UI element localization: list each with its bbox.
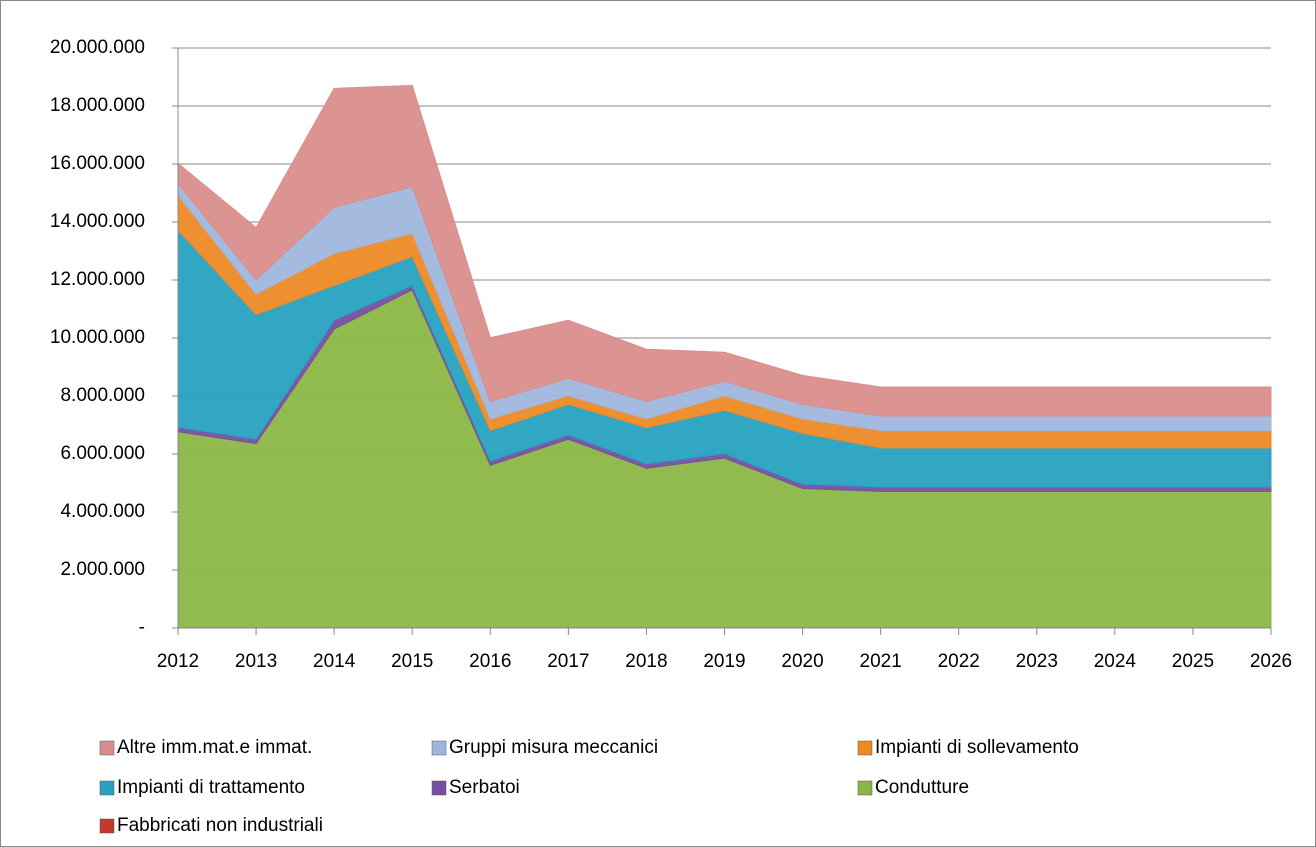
legend-swatch [99, 740, 115, 756]
legend-item: Impianti di trattamento [99, 777, 305, 798]
legend-swatch [857, 740, 873, 756]
legend-label: Serbatoi [449, 777, 520, 798]
y-tick-label: 4.000.000 [60, 501, 145, 522]
x-tick-label: 2024 [1094, 651, 1137, 672]
x-tick-label: 2015 [391, 651, 433, 672]
x-tick-label: 2020 [781, 651, 823, 672]
y-tick-label: 8.000.000 [60, 385, 145, 406]
y-tick-label: 12.000.000 [50, 269, 145, 290]
y-tick-label: 18.000.000 [50, 95, 145, 116]
x-tick-label: 2021 [860, 651, 902, 672]
x-tick-label: 2017 [547, 651, 589, 672]
x-tick-label: 2023 [1016, 651, 1058, 672]
x-tick-label: 2026 [1250, 651, 1292, 672]
y-tick-label: - [139, 617, 145, 638]
legend-item: Altre imm.mat.e immat. [99, 737, 312, 758]
legend-item: Condutture [857, 777, 969, 798]
legend-item: Fabbricati non industriali [99, 815, 323, 836]
legend-label: Fabbricati non industriali [117, 815, 323, 836]
x-tick-label: 2013 [235, 651, 277, 672]
legend-label: Gruppi misura meccanici [449, 737, 658, 758]
legend-item: Impianti di sollevamento [857, 737, 1079, 758]
legend-label: Condutture [875, 777, 969, 798]
x-tick-label: 2016 [469, 651, 511, 672]
legend-item: Serbatoi [431, 777, 520, 798]
area [177, 84, 1272, 417]
legend-swatch [99, 780, 115, 796]
x-tick-label: 2012 [157, 651, 199, 672]
y-tick-label: 6.000.000 [60, 443, 145, 464]
y-tick-label: 14.000.000 [50, 211, 145, 232]
x-tick-label: 2014 [313, 651, 356, 672]
legend-label: Impianti di sollevamento [875, 737, 1079, 758]
x-tick-label: 2018 [625, 651, 667, 672]
legend-label: Altre imm.mat.e immat. [117, 737, 312, 758]
legend-swatch [857, 780, 873, 796]
legend-swatch [99, 818, 115, 834]
x-tick-label: 2022 [938, 651, 980, 672]
legend-swatch [431, 780, 447, 796]
y-tick-label: 2.000.000 [60, 559, 145, 580]
legend-label: Impianti di trattamento [117, 777, 305, 798]
y-tick-label: 20.000.000 [50, 37, 145, 58]
legend-swatch [431, 740, 447, 756]
y-tick-label: 16.000.000 [50, 153, 145, 174]
x-tick-label: 2025 [1172, 651, 1214, 672]
y-tick-label: 10.000.000 [50, 327, 145, 348]
x-tick-label: 2019 [703, 651, 745, 672]
legend-item: Gruppi misura meccanici [431, 737, 658, 758]
